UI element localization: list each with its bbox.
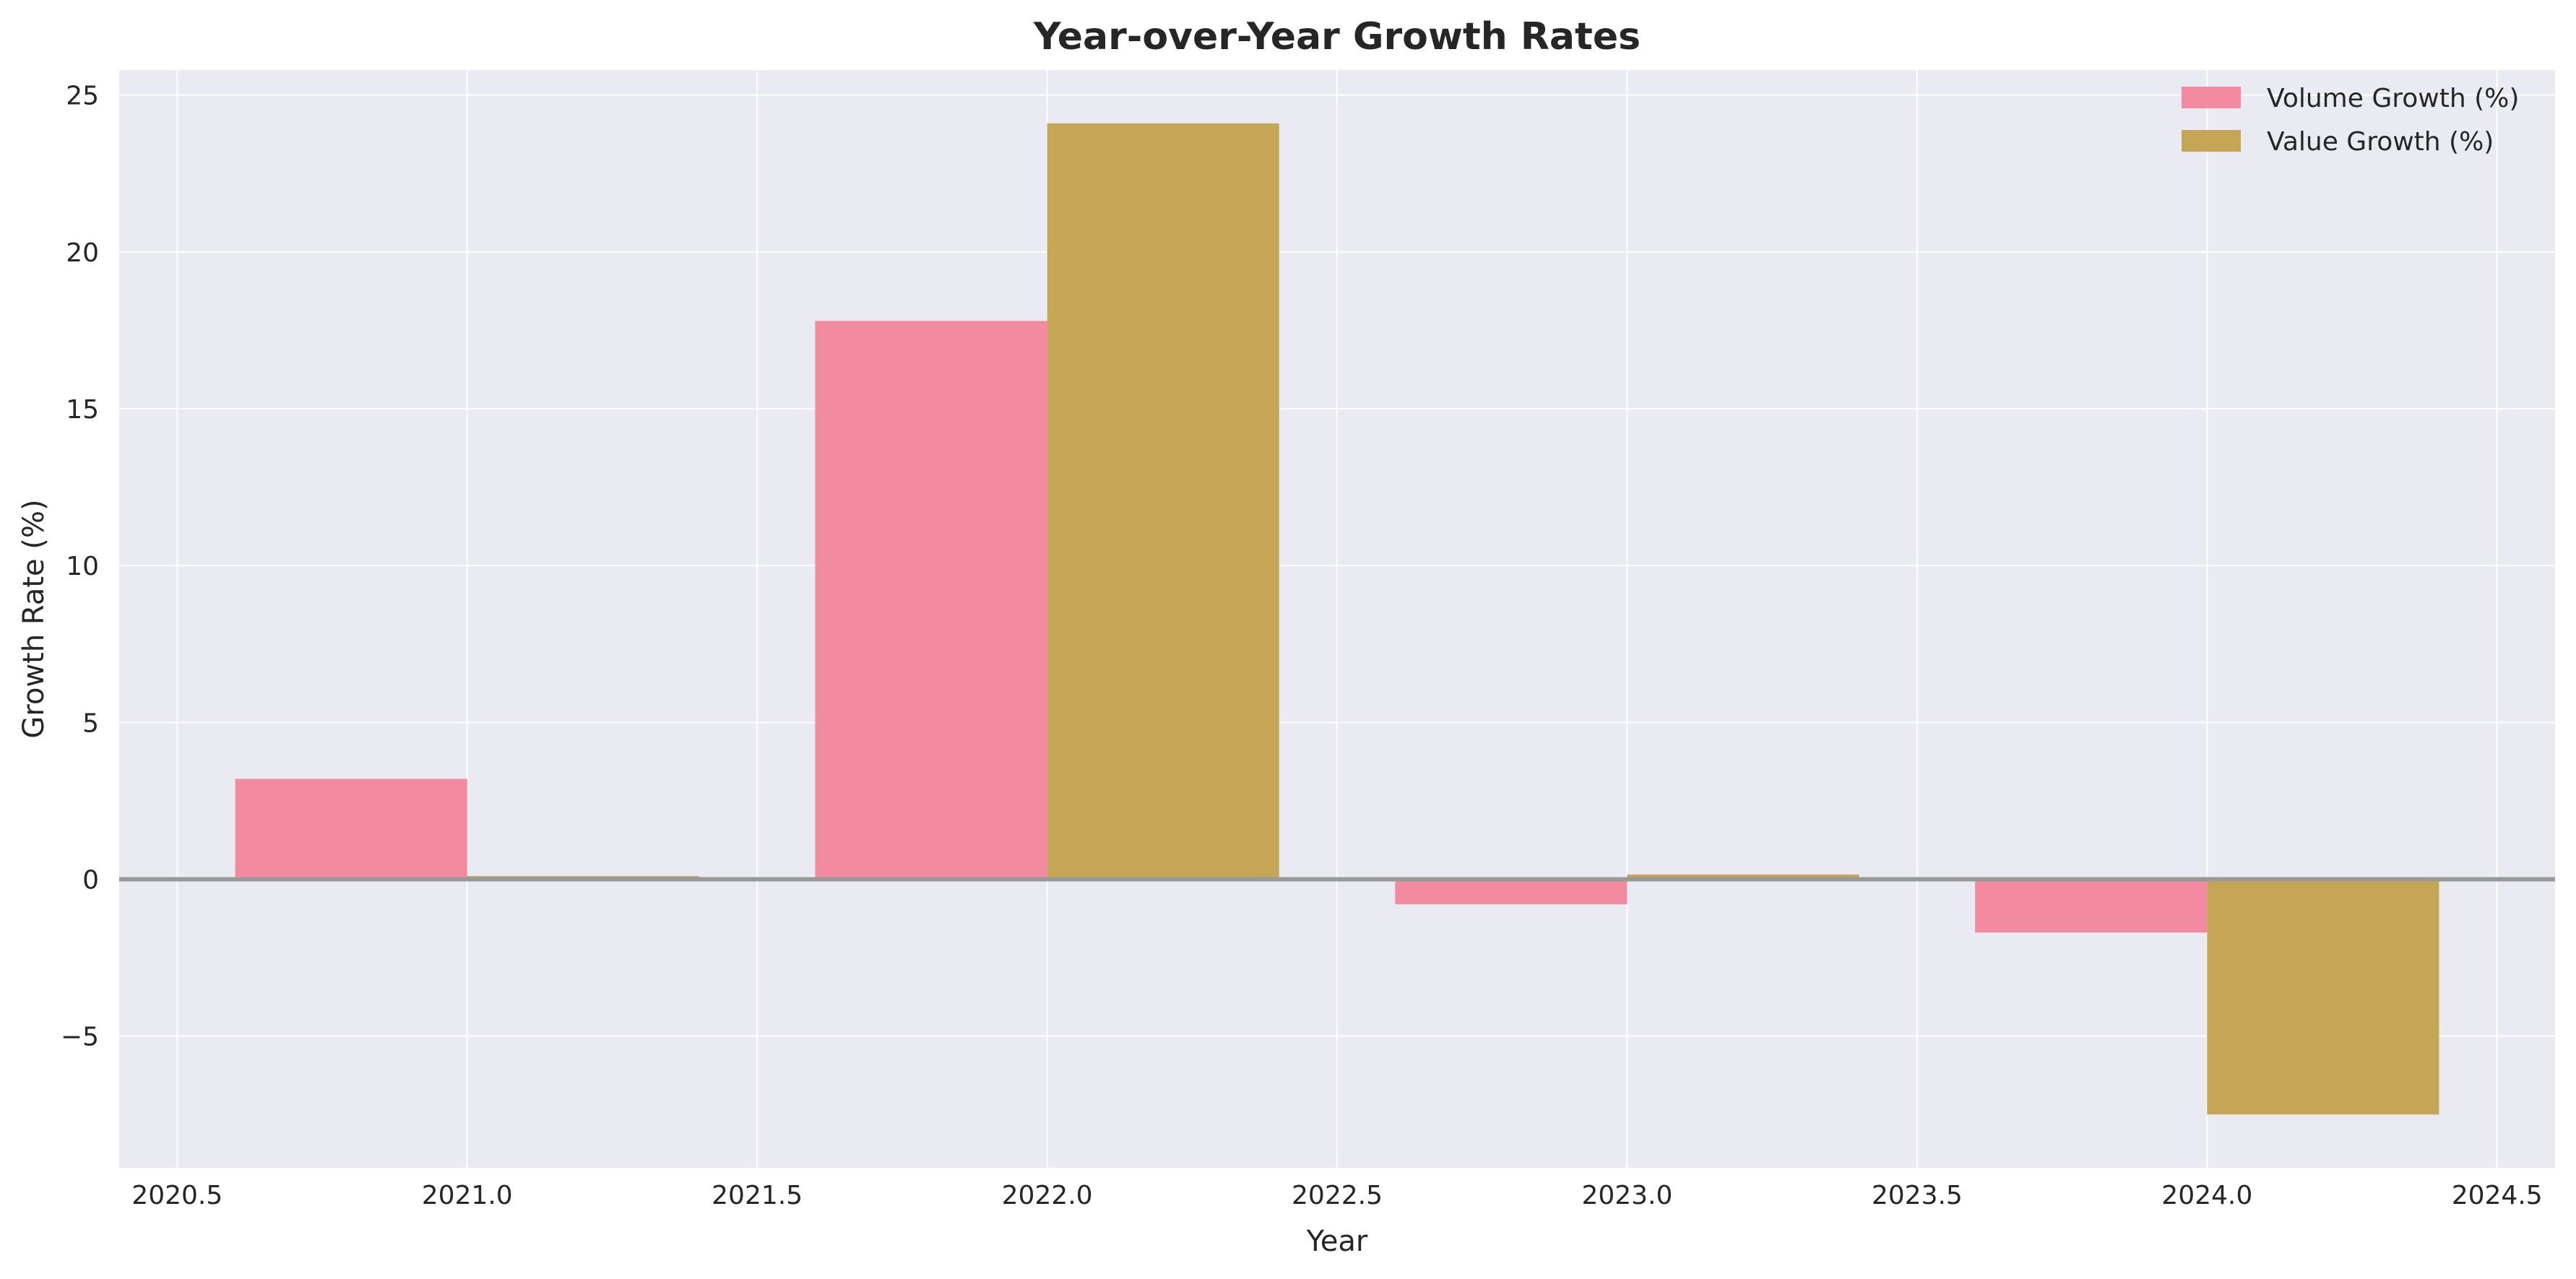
x-tick-label: 2021.0 <box>422 1181 513 1210</box>
x-tick-label: 2020.5 <box>131 1181 222 1210</box>
bar-value-growth-2024 <box>2207 879 2439 1115</box>
bars <box>235 123 2439 1115</box>
y-axis-ticks: −5 0 5 10 15 20 25 <box>61 82 99 1052</box>
x-tick-label: 2024.0 <box>2161 1181 2252 1210</box>
bar-volume-growth-2022 <box>815 321 1047 880</box>
y-tick-label: 20 <box>66 238 99 268</box>
bar-value-growth-2022 <box>1047 123 1279 880</box>
chart-title: Year-over-Year Growth Rates <box>1033 15 1641 58</box>
x-axis-label: Year <box>1306 1225 1368 1258</box>
bar-volume-growth-2024 <box>1975 879 2208 933</box>
y-tick-label: 15 <box>66 395 99 425</box>
bar-value-growth-2023 <box>1627 874 1859 880</box>
y-axis-label: Growth Rate (%) <box>17 499 51 738</box>
legend-label: Volume Growth (%) <box>2267 84 2519 113</box>
x-tick-label: 2022.5 <box>1292 1181 1383 1210</box>
x-axis-ticks: 2020.5 2021.0 2021.5 2022.0 2022.5 2023.0 2023… <box>131 1181 2542 1210</box>
legend-swatch <box>2182 87 2241 108</box>
x-tick-label: 2023.5 <box>1872 1181 1963 1210</box>
legend-label: Value Growth (%) <box>2267 127 2494 157</box>
y-tick-label: 25 <box>66 82 99 111</box>
y-tick-label: 5 <box>82 708 99 738</box>
legend-swatch <box>2182 130 2241 152</box>
bar-volume-growth-2021 <box>235 779 467 880</box>
bar-volume-growth-2023 <box>1395 879 1628 905</box>
x-tick-label: 2022.0 <box>1002 1181 1093 1210</box>
y-tick-label: −5 <box>61 1023 99 1052</box>
y-tick-label: 0 <box>82 865 99 895</box>
y-tick-label: 10 <box>66 552 99 581</box>
x-tick-label: 2023.0 <box>1581 1181 1672 1210</box>
x-tick-label: 2024.5 <box>2452 1181 2543 1210</box>
x-tick-label: 2021.5 <box>712 1181 803 1210</box>
legend: Volume Growth (%) Value Growth (%) <box>2182 84 2519 157</box>
